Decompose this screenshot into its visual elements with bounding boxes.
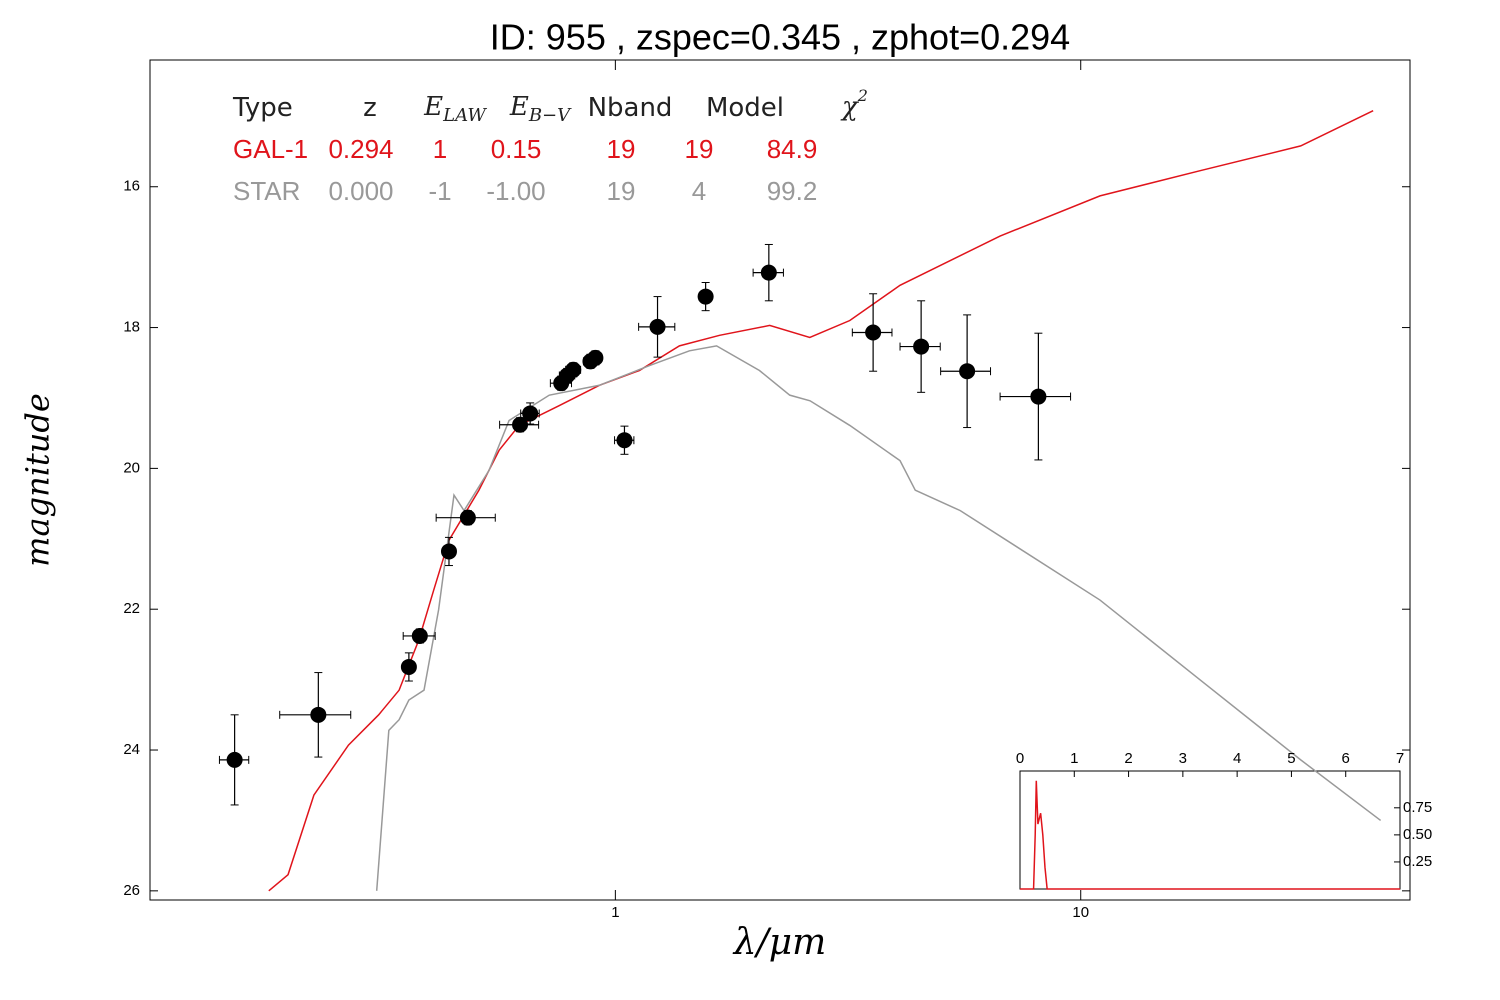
table-header: Model xyxy=(706,93,784,123)
table-cell: GAL-1 xyxy=(233,134,308,164)
y-tick-label: 20 xyxy=(123,459,140,476)
data-point xyxy=(440,543,457,560)
inset-x-tick-label: 2 xyxy=(1124,750,1132,767)
data-point xyxy=(565,361,582,378)
data-point xyxy=(649,318,666,335)
table-header-text: Type xyxy=(232,93,293,123)
table-header-text: Nband xyxy=(588,93,673,123)
data-point xyxy=(512,416,529,433)
data-point xyxy=(913,338,930,355)
inset-x-tick-label: 5 xyxy=(1287,750,1295,767)
data-point xyxy=(411,627,428,644)
table-cell: 99.2 xyxy=(767,176,818,206)
table-cell: 19 xyxy=(685,134,714,164)
table-header-text: E xyxy=(423,92,443,122)
table-header: Type xyxy=(232,93,293,123)
table-header-text: z xyxy=(363,93,377,123)
table-cell: 84.9 xyxy=(767,134,818,164)
plot-frame xyxy=(149,59,1411,901)
inset-x-tick-label: 0 xyxy=(1016,750,1024,767)
table-cell: 1 xyxy=(433,134,447,164)
inset-x-tick-label: 4 xyxy=(1233,750,1241,767)
table-cell: -1 xyxy=(428,176,451,206)
x-axis-label: λ/μm xyxy=(732,922,826,963)
inset-y-tick-label: 0.75 xyxy=(1403,799,1432,816)
table-header: ELAW xyxy=(423,92,487,126)
table-cell: 0.15 xyxy=(491,134,542,164)
table-header: Nband xyxy=(588,93,673,123)
table-header: χ2 xyxy=(840,86,868,123)
inset-x-tick-label: 1 xyxy=(1070,750,1078,767)
x-tick-label: 10 xyxy=(1072,904,1089,921)
inset-y-tick-label: 0.25 xyxy=(1403,853,1432,870)
inset-y-tick-label: 0.50 xyxy=(1403,826,1432,843)
data-point xyxy=(616,432,633,449)
table-cell: 0.000 xyxy=(328,176,393,206)
inset-frame xyxy=(1019,770,1401,890)
data-point xyxy=(522,405,539,422)
data-point xyxy=(310,706,327,723)
y-tick-label: 18 xyxy=(123,319,140,336)
table-header-sub: B−V xyxy=(528,105,572,126)
inset-x-tick-label: 7 xyxy=(1396,750,1404,767)
chart-title: ID: 955 , zspec=0.345 , zphot=0.294 xyxy=(490,17,1070,58)
y-tick-label: 16 xyxy=(123,178,140,195)
y-tick-label: 24 xyxy=(123,741,140,758)
table-header-text: E xyxy=(509,92,529,122)
inset-x-tick-label: 6 xyxy=(1342,750,1350,767)
data-point xyxy=(587,349,604,366)
table-cell: 19 xyxy=(607,176,636,206)
data-point xyxy=(226,751,243,768)
pdf-curve xyxy=(1020,780,1400,890)
data-point xyxy=(865,324,882,341)
y-axis-label: magnitude xyxy=(19,393,57,567)
model-curve xyxy=(375,345,1382,891)
table-header-text: χ xyxy=(840,92,860,122)
table-header-sup: 2 xyxy=(857,86,868,105)
data-point xyxy=(459,509,476,526)
data-point xyxy=(959,363,976,380)
table-cell: -1.00 xyxy=(486,176,545,206)
table-header: z xyxy=(363,93,377,123)
model-curve xyxy=(268,110,1374,892)
table-header-text: Model xyxy=(706,93,784,123)
inset-x-tick-label: 3 xyxy=(1179,750,1187,767)
table-header-sub: LAW xyxy=(442,105,487,126)
y-tick-label: 22 xyxy=(123,600,140,617)
data-point xyxy=(1030,388,1047,405)
table-cell: 19 xyxy=(607,134,636,164)
data-point xyxy=(760,264,777,281)
x-tick-label: 1 xyxy=(611,904,619,921)
table-header: EB−V xyxy=(509,92,572,126)
data-point xyxy=(697,288,714,305)
y-tick-label: 26 xyxy=(123,882,140,899)
data-point xyxy=(400,658,417,675)
table-cell: 0.294 xyxy=(328,134,393,164)
table-cell: 4 xyxy=(692,176,706,206)
table-cell: STAR xyxy=(233,176,300,206)
